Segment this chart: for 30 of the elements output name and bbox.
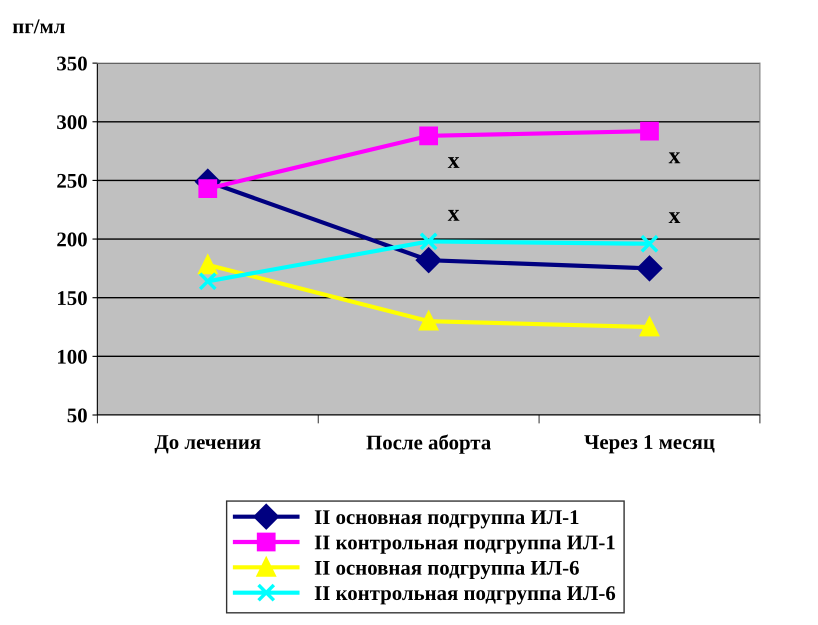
y-tick-label: 350 bbox=[57, 56, 87, 71]
point bbox=[640, 122, 659, 141]
y-tick-label: 100 bbox=[58, 350, 87, 364]
point bbox=[419, 126, 438, 146]
point bbox=[636, 256, 662, 281]
annotation: x bbox=[668, 212, 680, 224]
y-tick-label: 150 bbox=[58, 291, 87, 306]
y-tick-label: 250 bbox=[57, 174, 87, 188]
point bbox=[640, 234, 659, 254]
legend-label: II контрольная подгруппа ИЛ-6 bbox=[314, 586, 616, 604]
y-tick-label: 50 bbox=[68, 408, 87, 422]
point bbox=[419, 232, 438, 251]
y-tick-label: 300 bbox=[57, 115, 87, 130]
x-tick-label: До лечения bbox=[154, 435, 261, 454]
point bbox=[640, 318, 659, 336]
legend-label: II основная подгруппа ИЛ-6 bbox=[314, 560, 579, 580]
annotation: x bbox=[448, 157, 460, 168]
point bbox=[198, 272, 218, 291]
legend-label: II основная подгруппа ИЛ-1 bbox=[314, 510, 578, 528]
annotation: x bbox=[448, 210, 460, 221]
point bbox=[198, 179, 218, 198]
point bbox=[198, 255, 218, 274]
point bbox=[419, 312, 438, 331]
y-tick-label: 200 bbox=[57, 232, 87, 246]
x-tick-label: Через 1 месяц bbox=[584, 435, 715, 454]
point bbox=[416, 248, 442, 273]
annotation: x bbox=[668, 152, 680, 164]
x-tick-label: После аборта bbox=[366, 434, 491, 454]
y-axis-title: пг/мл bbox=[12, 19, 65, 34]
legend-label: II контрольная подгруппа ИЛ-1 bbox=[314, 536, 615, 554]
